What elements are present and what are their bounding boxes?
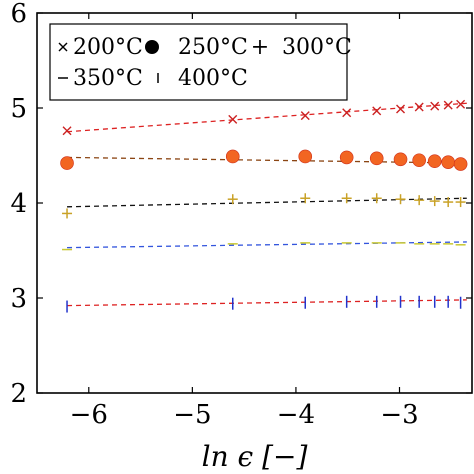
plus-marker xyxy=(62,208,73,219)
y-tick-label: 5 xyxy=(10,94,27,124)
x-marker xyxy=(62,126,72,136)
plus-marker xyxy=(300,193,311,204)
axis-ticks: −6 −5 −4 −3 2 3 4 5 6 xyxy=(10,0,472,430)
x-marker-stroke xyxy=(456,99,466,109)
circle-marker xyxy=(393,152,408,167)
x-marker xyxy=(228,114,238,124)
y-tick-label: 2 xyxy=(10,379,27,409)
circle-marker xyxy=(453,157,468,171)
circle-marker xyxy=(412,153,426,168)
circle-marker xyxy=(339,150,354,165)
x-marker-stroke xyxy=(342,108,352,118)
x-marker xyxy=(430,101,440,111)
x-tick-label: −3 xyxy=(380,400,418,430)
x-marker-stroke xyxy=(62,126,72,136)
plus-marker xyxy=(395,194,406,205)
y-tick-label: 4 xyxy=(10,189,27,219)
y-tick-label: 3 xyxy=(10,284,27,314)
x-marker xyxy=(372,106,382,116)
fit-line xyxy=(67,241,467,249)
fit-lines xyxy=(66,102,467,307)
fit-line xyxy=(67,197,467,208)
circle-marker xyxy=(427,154,442,168)
fit-line xyxy=(67,299,467,307)
x-marker xyxy=(342,108,352,118)
circle-marker xyxy=(298,149,313,164)
circle-marker xyxy=(225,149,240,164)
x-marker-stroke xyxy=(372,106,382,116)
legend-marker-stroke xyxy=(58,42,68,52)
x-marker xyxy=(443,100,453,110)
x-marker-stroke xyxy=(228,114,238,124)
circle-marker xyxy=(369,151,384,166)
plot-frame xyxy=(36,12,473,394)
plus-marker xyxy=(455,197,466,208)
x-marker xyxy=(414,102,424,112)
plus-marker xyxy=(414,195,425,206)
fit-line xyxy=(66,102,467,133)
x-marker xyxy=(396,104,406,114)
x-tick-label: −4 xyxy=(277,400,315,430)
legend-plus-marker: + xyxy=(251,35,269,60)
x-marker-stroke xyxy=(430,101,440,111)
x-marker-stroke xyxy=(396,104,406,114)
circle-marker xyxy=(441,155,455,169)
legend-marker xyxy=(145,40,159,54)
x-marker-stroke xyxy=(443,100,453,110)
x-tick-label: −5 xyxy=(173,400,211,430)
legend-label: 250°C xyxy=(178,35,248,60)
legend-label: 200°C xyxy=(73,35,143,60)
plus-marker xyxy=(371,193,382,204)
x-marker xyxy=(300,111,310,121)
legend-label: 400°C xyxy=(178,66,248,91)
legend-label: 300°C xyxy=(282,35,352,60)
x-axis-label: ln ϵ [−] xyxy=(202,440,308,473)
plus-marker xyxy=(341,193,352,204)
legend-label: 350°C xyxy=(73,66,143,91)
x-tick-label: −6 xyxy=(70,400,108,430)
plus-marker xyxy=(443,197,454,208)
x-marker-stroke xyxy=(414,102,424,112)
y-tick-label: 6 xyxy=(10,0,27,29)
circle-marker xyxy=(60,156,74,170)
x-marker xyxy=(456,99,466,109)
legend-box xyxy=(49,23,348,101)
plus-marker xyxy=(227,194,238,205)
data-points xyxy=(60,99,468,313)
legend-marker xyxy=(58,42,68,52)
plus-marker xyxy=(429,196,440,207)
x-marker-stroke xyxy=(300,111,310,121)
legend: 200°C 250°C +300°C 350°C 400°C xyxy=(49,23,352,101)
